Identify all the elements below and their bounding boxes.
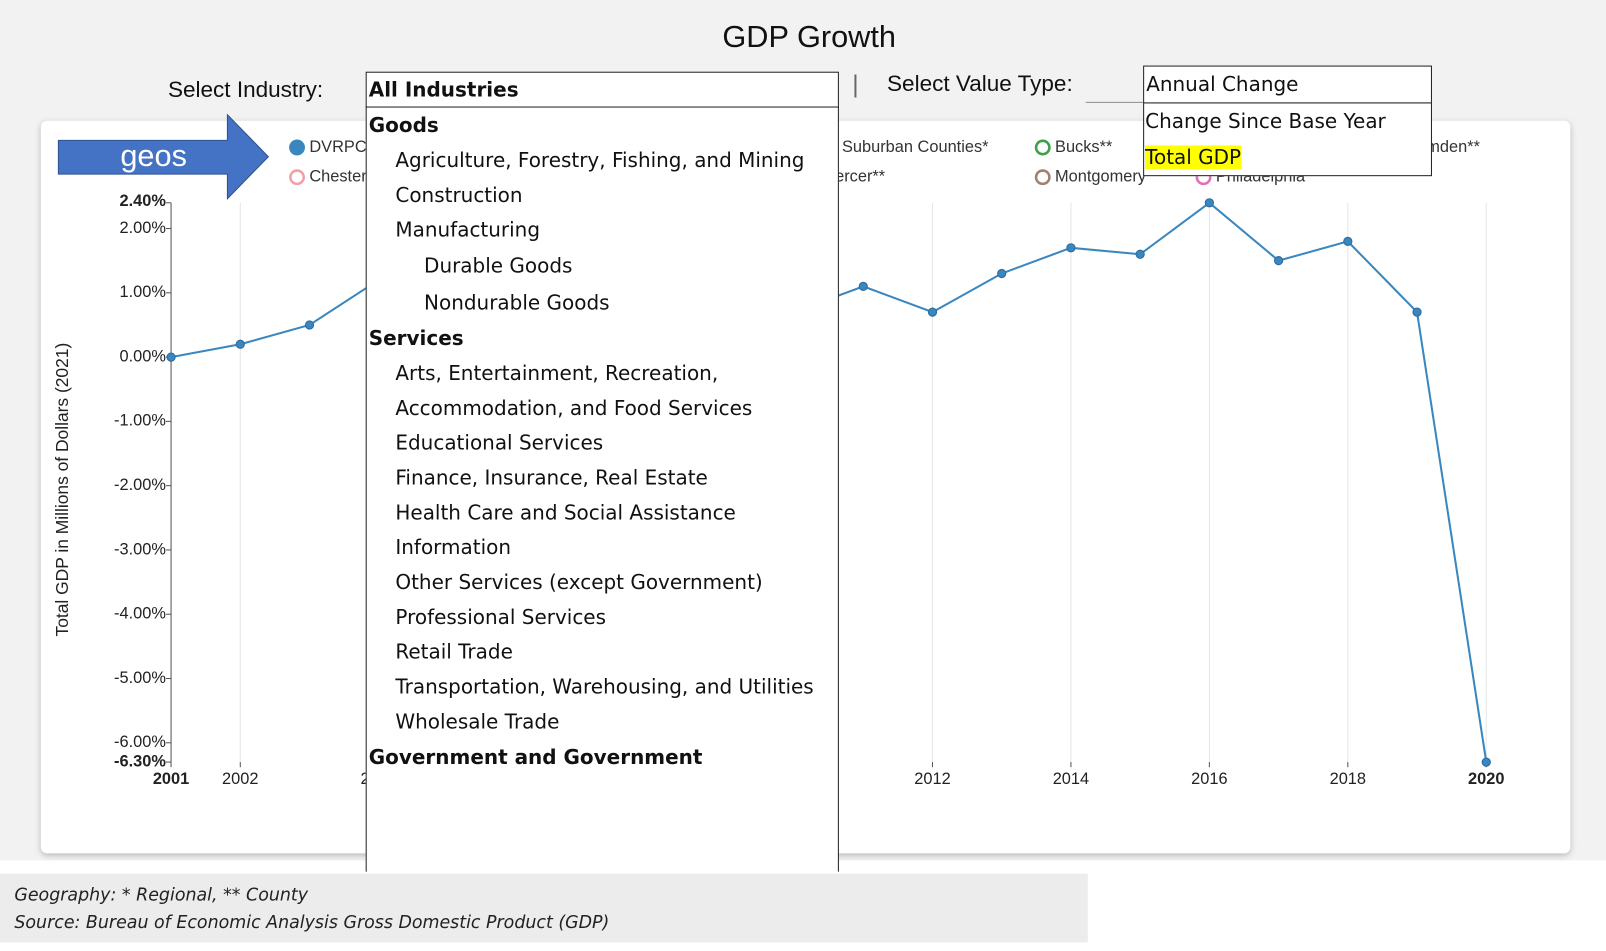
option-group: Government and Government [368, 745, 703, 770]
option[interactable]: Durable Goods [424, 254, 573, 278]
option[interactable]: Construction [395, 183, 523, 208]
option[interactable]: Total GDP [1144, 139, 1431, 175]
y-tick-label: -5.00% [114, 669, 166, 687]
option-group: Goods [368, 113, 439, 138]
data-point [1066, 243, 1076, 253]
option[interactable]: Other Services (except Government) [395, 570, 763, 595]
data-point [927, 307, 938, 317]
x-tick-label: 2002 [222, 770, 258, 788]
y-tick-label: 1.00% [119, 283, 165, 301]
y-tick-label: -2.00% [114, 476, 166, 494]
footnote: Geography: * Regional, ** County [14, 884, 309, 906]
y-axis-title: Total GDP in Millions of Dollars (2021) [52, 343, 72, 637]
y-tick-label: 2.40% [119, 192, 166, 210]
annotation: geos [120, 138, 187, 173]
y-tick-label: -4.00% [114, 605, 166, 623]
option[interactable]: Finance, Insurance, Real Estate [395, 466, 708, 490]
footnote-box: Geography: * Regional, ** County Source: … [0, 873, 1088, 943]
x-tick-label: 2018 [1330, 770, 1366, 788]
data-point [304, 320, 315, 330]
legend-marker [289, 139, 305, 156]
option[interactable]: Retail Trade [395, 640, 513, 664]
option[interactable]: Health Care and Social Assistance [395, 501, 736, 525]
data-point [1135, 249, 1145, 259]
option[interactable]: Arts, Entertainment, Recreation, Accommo… [395, 361, 753, 421]
industry-select[interactable]: All Industries [365, 71, 839, 109]
value-type-label: Select Value Type: [887, 71, 1073, 96]
option[interactable]: Information [395, 535, 512, 560]
legend-label: Chester [309, 168, 367, 186]
legend-label: Suburban Counties* [842, 138, 989, 156]
page-title: GDP Growth [722, 19, 896, 54]
data-point [1273, 256, 1284, 266]
x-tick-label: 2020 [1468, 770, 1504, 788]
data-point [1481, 757, 1491, 767]
option[interactable]: Manufacturing [395, 218, 541, 243]
option[interactable]: Agriculture, Forestry, Fishing, and Mini… [395, 148, 805, 173]
y-tick-label: 2.00% [119, 219, 165, 237]
annotation-arrow [57, 113, 270, 200]
legend-marker [1034, 139, 1051, 156]
legend-label: Montgomery [1055, 168, 1147, 186]
option[interactable]: Professional Services [395, 605, 607, 630]
x-tick-label: 2012 [914, 770, 950, 788]
value-type-options: Change Since Base Year Total GDP [1143, 102, 1432, 177]
data-point [1204, 198, 1214, 208]
industry-options: Goods Agriculture, Forestry, Fishing, and… [365, 106, 839, 872]
option[interactable]: Transportation, Warehousing, and Utiliti… [395, 675, 814, 699]
y-tick-label: -6.30% [114, 752, 166, 770]
y-tick-label: -3.00% [114, 540, 166, 558]
option[interactable]: Educational Services [395, 431, 604, 455]
legend-marker [1034, 169, 1051, 186]
x-tick-label: 2014 [1053, 770, 1089, 788]
data-point [858, 281, 868, 291]
data-point [997, 268, 1007, 279]
highlighted-option-text[interactable]: Total GDP [1145, 145, 1242, 170]
x-tick-label: 2001 [153, 770, 189, 788]
data-point [1343, 236, 1353, 246]
x-tick-label: 2016 [1191, 770, 1227, 788]
data-point [1412, 307, 1422, 317]
legend-marker [289, 169, 305, 186]
legend-label: DVRPC [309, 138, 366, 156]
selected-option[interactable]: All Industries [368, 77, 519, 102]
selected-option[interactable]: Annual Change [1146, 72, 1299, 97]
footnote: Source: Bureau of Economic Analysis Gros… [14, 912, 610, 934]
option[interactable]: Nondurable Goods [424, 290, 610, 315]
option[interactable]: Wholesale Trade [395, 710, 560, 734]
legend-label: Bucks** [1055, 138, 1113, 156]
y-tick-label: -6.00% [114, 733, 166, 751]
option[interactable]: Change Since Base Year [1145, 109, 1386, 134]
option-group: Services [368, 326, 464, 351]
data-point [166, 352, 176, 362]
data-point [235, 339, 245, 349]
value-type-select[interactable]: Annual Change [1143, 65, 1432, 104]
y-tick-label: 0.00% [119, 347, 165, 365]
separator: | [852, 72, 858, 99]
industry-label: Select Industry: [168, 77, 323, 102]
y-tick-label: -1.00% [114, 412, 166, 430]
